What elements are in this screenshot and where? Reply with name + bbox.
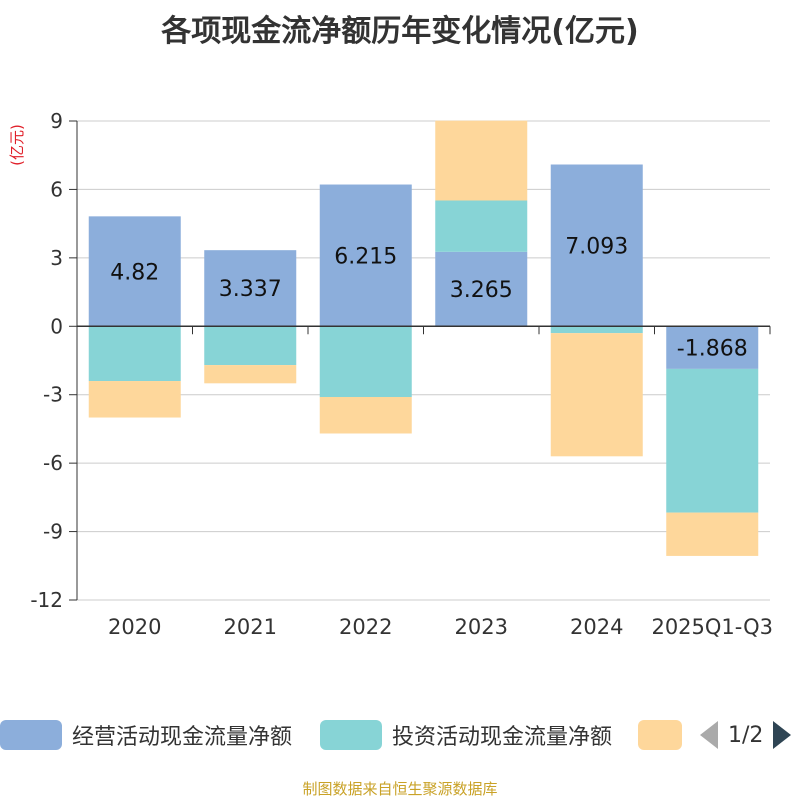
bar-segment[interactable] — [319, 396, 412, 434]
bar-value-label: 6.215 — [334, 244, 397, 269]
legend-prev-page-icon[interactable] — [700, 721, 718, 749]
bars-group — [88, 120, 759, 556]
x-tick-label: 2023 — [455, 615, 508, 639]
y-tick-label: 9 — [50, 109, 63, 133]
y-tick-label: 3 — [50, 246, 63, 270]
y-tick-label: -9 — [43, 520, 63, 544]
legend-label-investing: 投资活动现金流量净额 — [392, 725, 613, 750]
bar-segment[interactable] — [204, 365, 297, 384]
y-tick-label: -12 — [30, 588, 63, 612]
bar-segment[interactable] — [88, 326, 181, 382]
legend-label-operating: 经营活动现金流量净额 — [72, 725, 293, 750]
legend-next-page-icon[interactable] — [773, 721, 792, 749]
legend-item-operating[interactable]: 经营活动现金流量净额 — [0, 715, 292, 755]
y-axis-label: (亿元) — [8, 124, 26, 166]
gridlines — [77, 120, 770, 601]
bar-value-label: 3.337 — [219, 277, 282, 302]
legend: 经营活动现金流量净额 投资活动现金流量净额 1/2 — [0, 715, 800, 755]
legend-swatch-investing — [320, 720, 382, 750]
legend-item-third[interactable] — [638, 715, 682, 755]
x-tick-label: 2024 — [570, 615, 623, 639]
bar-segment[interactable] — [666, 326, 759, 369]
legend-item-investing[interactable]: 投资活动现金流量净额 — [320, 715, 612, 755]
legend-pager: 1/2 — [700, 715, 792, 755]
bar-segment[interactable] — [435, 120, 528, 201]
legend-page-indicator: 1/2 — [728, 722, 764, 748]
bar-segment[interactable] — [204, 250, 297, 327]
bar-segment[interactable] — [666, 368, 759, 513]
chart-title: 各项现金流净额历年变化情况(亿元) — [161, 14, 639, 49]
bar-segment[interactable] — [550, 164, 643, 327]
bar-segment[interactable] — [88, 216, 181, 327]
x-tick-label: 2021 — [224, 615, 277, 639]
bar-segment[interactable] — [88, 381, 181, 418]
bar-segment[interactable] — [435, 200, 528, 252]
bar-segment[interactable] — [666, 512, 759, 556]
x-tick-label: 2022 — [339, 615, 392, 639]
data-labels: 4.82 3.337 6.215 3.265 7.093 -1.868 — [110, 234, 747, 361]
bar-segment[interactable] — [550, 333, 643, 457]
bar-value-label: 3.265 — [450, 278, 513, 303]
cash-flow-chart: (亿元) 9 6 3 0 -3 -6 -9 -12 2020 2021 2022 2023 2024 20… — [8, 109, 773, 639]
bar-segment[interactable] — [550, 326, 643, 334]
y-tick-label: 0 — [50, 314, 63, 338]
y-tick-label: -3 — [43, 383, 63, 407]
bar-value-label: -1.868 — [677, 337, 748, 362]
x-tick-label: 2020 — [108, 615, 161, 639]
bar-segment[interactable] — [319, 326, 412, 397]
y-tick-label: 6 — [50, 177, 63, 201]
bar-segment[interactable] — [319, 184, 412, 327]
bar-segment[interactable] — [204, 326, 297, 366]
y-tick-label: -6 — [43, 451, 63, 475]
bar-value-label: 7.093 — [565, 234, 628, 259]
bar-value-label: 4.82 — [110, 260, 159, 285]
axes-group: 9 6 3 0 -3 -6 -9 -12 2020 2021 2022 2023 2024 2025Q1-… — [30, 109, 773, 639]
source-footer: 制图数据来自恒生聚源数据库 — [302, 780, 498, 798]
legend-swatch-operating — [0, 720, 62, 750]
legend-swatch-third — [638, 720, 682, 750]
x-tick-label: 2025Q1-Q3 — [651, 615, 773, 639]
bar-segment[interactable] — [435, 251, 528, 327]
